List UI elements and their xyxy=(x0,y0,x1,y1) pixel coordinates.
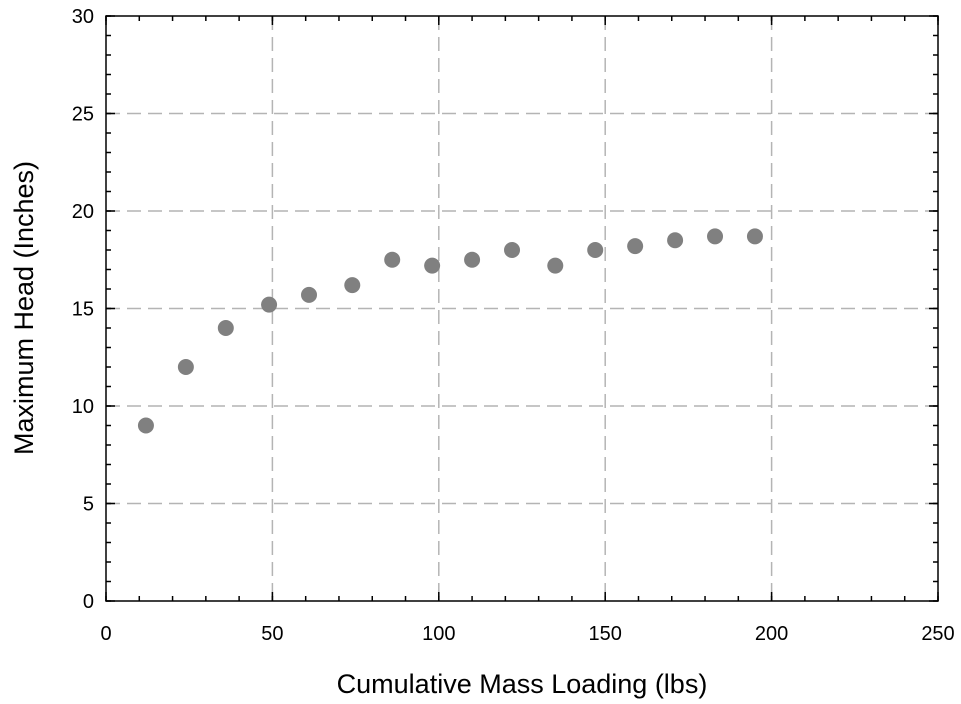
data-point xyxy=(424,257,441,274)
data-point xyxy=(261,296,278,313)
data-point xyxy=(587,242,604,258)
y-tick-labels: 0 5 10 15 20 25 30 xyxy=(72,6,94,613)
data-point xyxy=(137,417,154,434)
data-point xyxy=(217,320,234,336)
data-point xyxy=(707,228,724,245)
y-tick-label: 0 xyxy=(83,591,94,613)
x-tick-label: 200 xyxy=(755,623,788,645)
y-tick-label: 20 xyxy=(72,201,94,223)
plot-frame xyxy=(105,15,939,602)
y-tick-label: 15 xyxy=(72,299,94,321)
x-tick-label: 50 xyxy=(261,623,283,645)
data-point xyxy=(667,232,684,249)
data-points xyxy=(137,228,763,434)
x-tick-label: 100 xyxy=(422,623,455,645)
axis-ticks xyxy=(105,15,939,602)
data-point xyxy=(177,359,194,375)
x-tick-label: 250 xyxy=(921,623,954,645)
y-tick-label: 25 xyxy=(72,104,94,126)
data-point xyxy=(504,242,521,258)
y-tick-label: 30 xyxy=(72,6,94,28)
grid xyxy=(106,16,938,601)
data-point xyxy=(746,228,763,245)
x-tick-label: 0 xyxy=(100,623,111,645)
y-tick-label: 5 xyxy=(83,494,94,516)
data-point xyxy=(301,286,318,303)
data-point xyxy=(627,238,644,255)
data-point xyxy=(547,257,564,274)
y-axis-title: Maximum Head (Inches) xyxy=(9,161,39,455)
x-tick-label: 150 xyxy=(589,623,622,645)
data-point xyxy=(384,251,401,268)
x-axis-title: Cumulative Mass Loading (lbs) xyxy=(337,669,708,699)
y-tick-label: 10 xyxy=(72,396,94,418)
data-point xyxy=(344,277,361,294)
x-tick-labels: 0 50 100 150 200 250 xyxy=(100,623,954,645)
data-point xyxy=(464,251,481,268)
